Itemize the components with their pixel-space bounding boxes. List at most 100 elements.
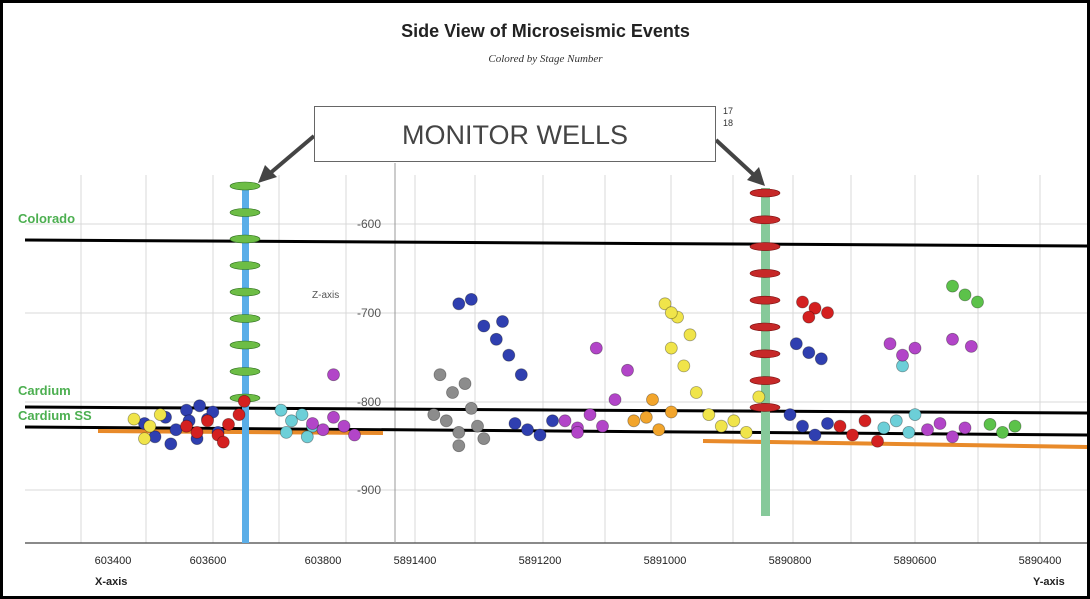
event-point (808, 428, 822, 442)
event-point (802, 310, 816, 324)
formation-label: Cardium (18, 383, 71, 398)
event-point (433, 368, 447, 382)
event-point (796, 419, 809, 433)
event-point (739, 425, 753, 439)
legend-fragment-label: 17 (723, 106, 733, 116)
event-point (689, 386, 703, 399)
event-point (958, 421, 972, 435)
event-point (533, 428, 547, 442)
event-point (237, 394, 251, 408)
right-well-marker (749, 376, 781, 385)
event-point (889, 414, 903, 428)
event-point (446, 386, 459, 399)
right-callout-arrow (714, 138, 757, 178)
event-point (546, 414, 559, 428)
event-point (596, 419, 609, 433)
event-point (583, 408, 597, 422)
y-tick-label: 5890600 (894, 555, 937, 567)
event-point (752, 390, 766, 404)
event-point (589, 341, 603, 355)
right-well-marker (749, 188, 781, 198)
event-point (658, 297, 672, 311)
chart-title: Side View of Microseismic Events (401, 21, 690, 41)
event-point (316, 423, 330, 437)
event-point (180, 403, 193, 417)
event-point (896, 359, 909, 373)
formation-label: Cardium SS (18, 408, 92, 423)
horizontal-well-left (97, 429, 384, 435)
z-tick-label: -800 (357, 395, 381, 409)
event-point (1008, 419, 1022, 433)
event-point (652, 423, 666, 437)
x-tick-label: 603800 (305, 555, 342, 567)
event-point (683, 328, 697, 342)
event-point (958, 288, 972, 302)
event-point (571, 425, 584, 439)
event-point (222, 417, 235, 431)
event-point (714, 419, 728, 433)
event-point (337, 419, 351, 433)
event-point (514, 368, 528, 382)
y-axis-label: Y-axis (1033, 576, 1065, 588)
event-point (279, 425, 293, 439)
event-point (558, 414, 572, 428)
event-point (627, 414, 641, 428)
axes (25, 163, 1087, 544)
colorado-horizon-line (24, 238, 1087, 248)
y-tick-label: 5890400 (1019, 555, 1062, 567)
event-point (348, 428, 361, 442)
event-point (814, 352, 828, 366)
event-point (833, 419, 847, 433)
event-point (216, 435, 230, 449)
event-point (300, 430, 314, 444)
left-callout-arrow (266, 134, 316, 177)
event-point (496, 315, 509, 328)
event-point (295, 408, 309, 422)
z-tick-label: -700 (357, 306, 381, 320)
left-well-marker (229, 340, 261, 350)
event-point (821, 306, 834, 320)
event-point (521, 423, 534, 437)
event-point (821, 417, 834, 430)
event-point (802, 346, 816, 360)
z-axis-label: Z-axis (312, 290, 339, 301)
event-point (883, 337, 897, 351)
event-point (138, 432, 151, 446)
legend-fragment-label: 18 (723, 118, 733, 128)
event-point (274, 403, 288, 417)
event-point (608, 393, 622, 407)
left-arrowhead (258, 165, 277, 183)
event-point (933, 417, 947, 430)
event-point (508, 417, 522, 430)
event-point (796, 295, 809, 309)
y-tick-label: 5891200 (519, 555, 562, 567)
event-point (148, 430, 162, 444)
event-point (964, 339, 978, 353)
event-point (946, 332, 959, 346)
event-point (646, 393, 659, 407)
event-point (664, 341, 678, 355)
event-point (452, 439, 466, 453)
chart-subtitle: Colored by Stage Number (488, 53, 603, 65)
event-point (180, 419, 193, 433)
x-tick-label: 603600 (190, 555, 227, 567)
event-point (452, 297, 466, 311)
horizontal-well-right (702, 439, 1087, 449)
event-point (232, 408, 246, 422)
event-point (664, 306, 678, 320)
left-monitor-well (242, 183, 249, 543)
event-point (621, 363, 634, 377)
event-point (127, 412, 141, 426)
event-point (464, 401, 478, 415)
event-point (458, 377, 472, 391)
event-point (477, 432, 491, 446)
event-point (471, 419, 484, 433)
event-point (327, 368, 340, 382)
event-point (677, 359, 691, 373)
event-point (921, 423, 934, 437)
left-well-marker (229, 261, 261, 270)
event-point (971, 295, 984, 309)
right-well-marker (749, 349, 781, 359)
event-point (858, 414, 872, 428)
